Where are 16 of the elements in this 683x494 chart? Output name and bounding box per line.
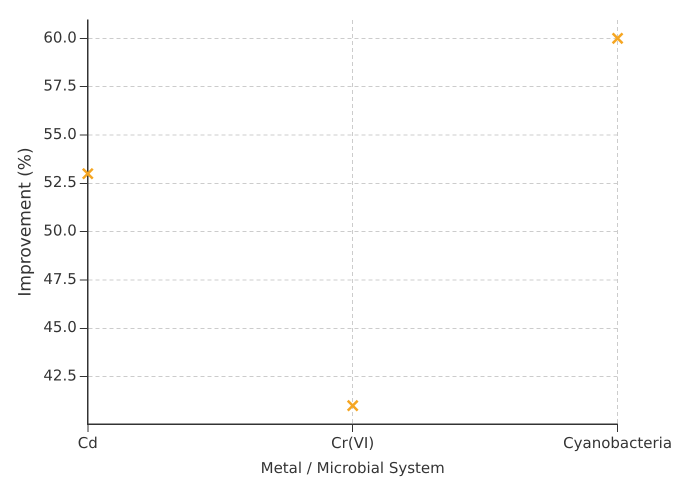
x-tick-label: Cyanobacteria <box>563 434 672 452</box>
y-tick-label: 47.5 <box>43 270 77 288</box>
y-tick-label: 50.0 <box>43 222 77 240</box>
point <box>346 399 359 412</box>
y-tick-label: 60.0 <box>43 28 77 46</box>
x-axis-title: Metal / Microbial System <box>260 458 445 477</box>
y-tick-label: 57.5 <box>43 76 77 95</box>
y-tick-label: 55.0 <box>43 124 77 143</box>
point <box>82 167 94 180</box>
x-tick-label: Cd <box>78 434 98 452</box>
point <box>611 32 624 45</box>
y-axis-title: Improvement (%) <box>16 147 36 297</box>
x-tick-label: Cr(VI) <box>331 434 374 452</box>
y-tick-label: 52.5 <box>43 173 77 192</box>
y-tick-label: 42.5 <box>43 366 77 385</box>
y-tick-label: 45.0 <box>43 318 77 336</box>
